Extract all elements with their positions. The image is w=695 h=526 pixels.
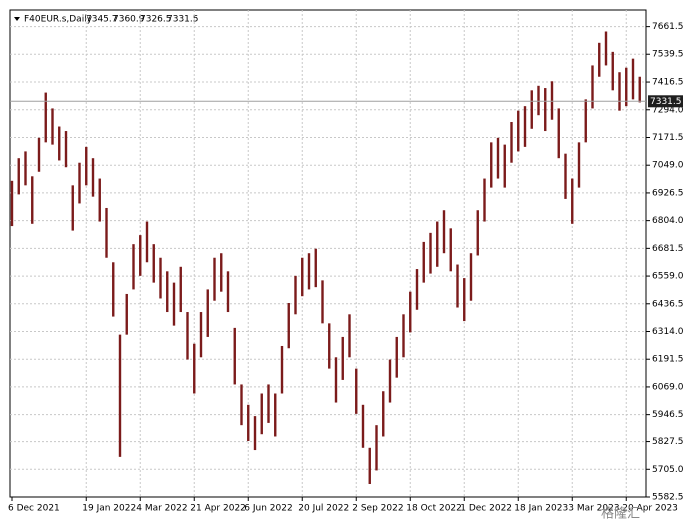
- ohlc-high: 7360.9: [113, 15, 145, 25]
- watermark: 格隆汇: [601, 506, 640, 522]
- ohlc-low: 7326.5: [140, 15, 172, 25]
- header: F40EUR.s,Daily 7345.7 7360.9 7326.5 7331…: [14, 15, 199, 25]
- x-tick-label: 1 Dec 2022: [460, 504, 512, 514]
- y-tick-label: 7049.0: [652, 161, 684, 171]
- x-tick-label: 4 Mar 2022: [136, 504, 187, 514]
- current-price-box: [648, 95, 683, 108]
- y-tick-label: 5582.5: [652, 493, 684, 503]
- y-tick-label: 5705.0: [652, 465, 684, 475]
- x-tick-label: 6 Jun 2022: [244, 504, 292, 514]
- y-tick-label: 7661.5: [652, 22, 684, 32]
- ohlc-open: 7345.7: [86, 15, 118, 25]
- y-tick-label: 6314.0: [652, 327, 684, 337]
- x-tick-label: 19 Jan 2022: [82, 504, 136, 514]
- menu-arrow: [14, 17, 20, 21]
- y-tick-label: 6436.5: [652, 299, 684, 309]
- x-tick-label: 6 Dec 2021: [8, 504, 60, 514]
- y-tick-label: 7416.5: [652, 78, 684, 88]
- y-tick-label: 6559.0: [652, 272, 684, 282]
- y-tick-label: 6804.0: [652, 216, 684, 226]
- x-tick-label: 2 Sep 2022: [352, 504, 403, 514]
- y-tick-label: 6069.0: [652, 382, 684, 392]
- x-tick-label: 20 Apr 2023: [622, 504, 678, 514]
- ohlc-close: 7331.5: [167, 15, 199, 25]
- y-tick-label: 6926.5: [652, 188, 684, 198]
- y-tick-label: 7539.5: [652, 50, 684, 60]
- x-tick-label: 21 Apr 2022: [190, 504, 246, 514]
- y-tick-label: 6191.5: [652, 355, 684, 365]
- y-tick-label: 6681.5: [652, 244, 684, 254]
- current-price-label: 7331.5: [650, 97, 682, 107]
- y-tick-label: 7294.0: [652, 105, 684, 115]
- x-tick-label: 20 Jul 2022: [298, 504, 349, 514]
- symbol-label: F40EUR.s,Daily: [24, 15, 93, 25]
- y-tick-label: 7171.5: [652, 133, 684, 143]
- x-tick-label: 18 Oct 2022: [406, 504, 462, 514]
- x-tick-label: 18 Jan 2023: [514, 504, 568, 514]
- y-tick-label: 5827.5: [652, 437, 684, 447]
- x-tick-label: 3 Mar 2023: [568, 504, 619, 514]
- y-tick-label: 5946.5: [652, 410, 684, 420]
- plot-frame: [9, 9, 647, 498]
